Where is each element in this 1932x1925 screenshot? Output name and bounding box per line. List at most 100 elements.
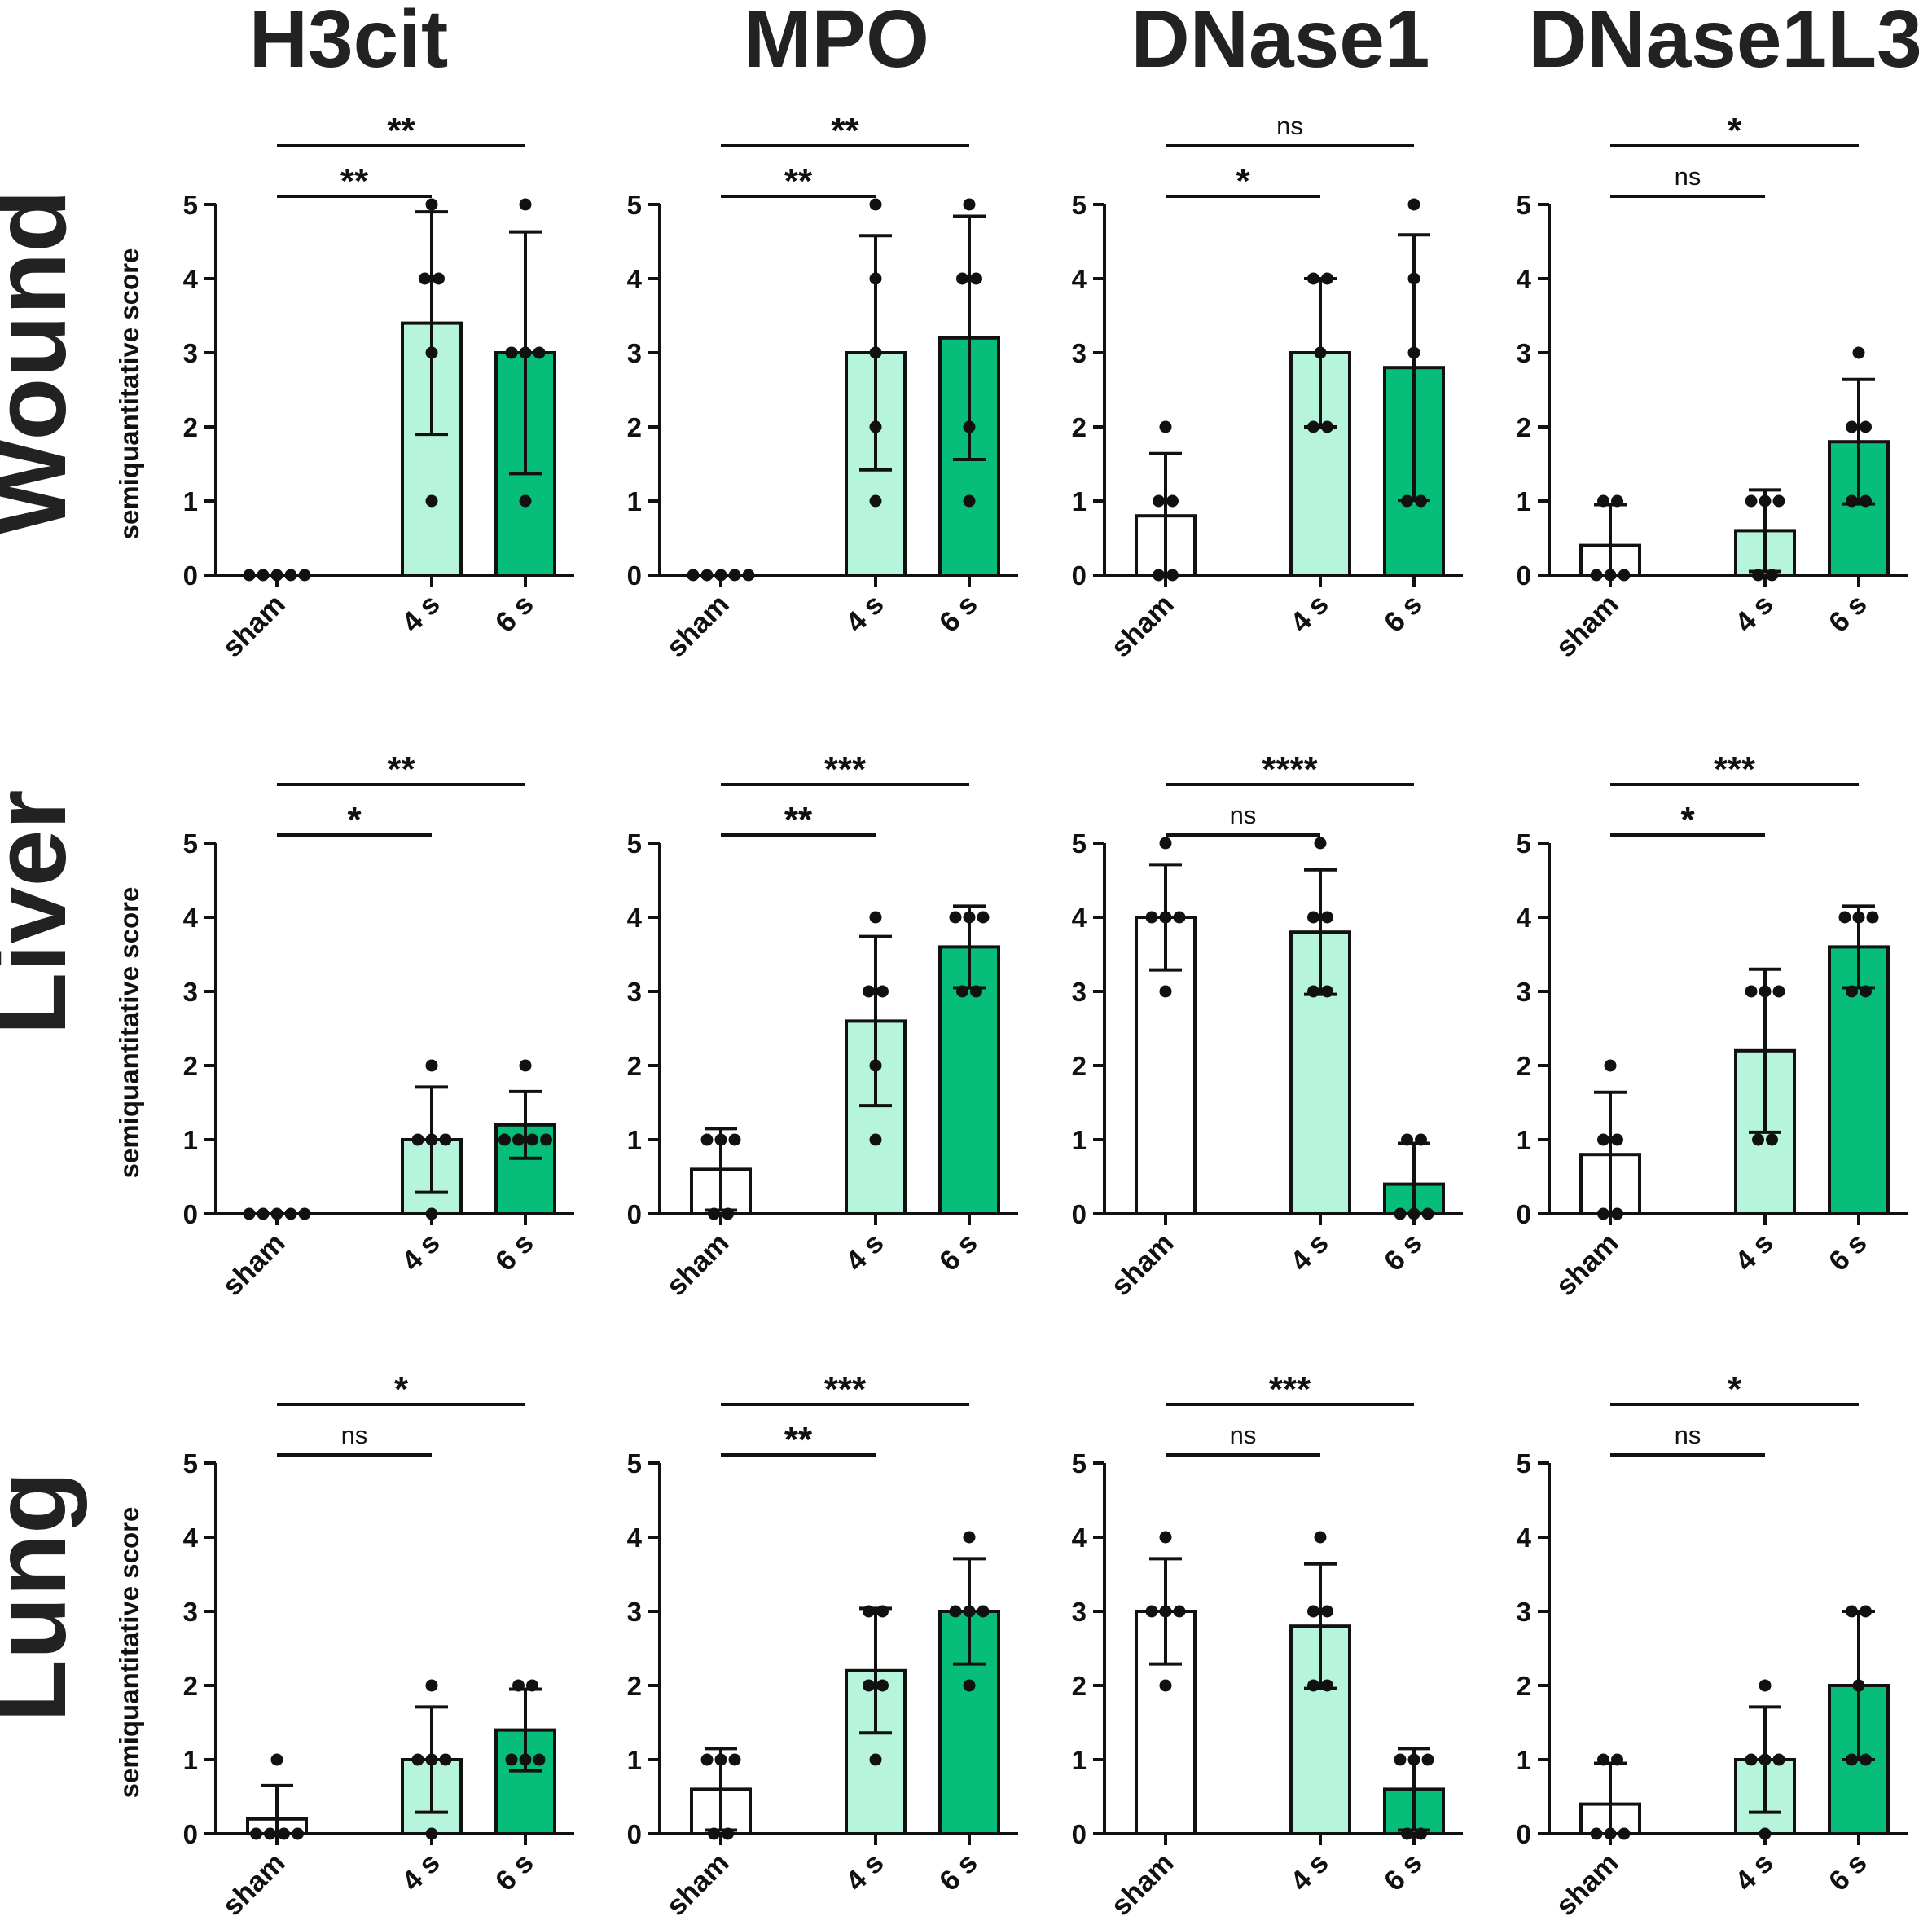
data-point-sham [1159,985,1172,998]
panel-wound-dnase1l3: 0 1 2 3 4 5 sham 4 s 6 s ns * [1517,111,1908,663]
data-point-4-s [1321,1679,1333,1692]
data-point-6-s [519,346,532,359]
data-point-6-s [1401,1133,1413,1146]
data-point-sham [700,569,714,582]
data-point-6-s [1852,346,1865,359]
data-point-4-s [1759,985,1772,998]
y-tick-label: 5 [1517,190,1531,220]
y-tick-label: 0 [1072,1819,1087,1849]
x-tick-label-sham: sham [216,588,291,663]
x-tick-label-4-s: 4 s [1729,1847,1780,1897]
y-tick-label: 3 [1517,1597,1531,1627]
data-point-4-s [1307,420,1319,433]
data-point-sham [257,569,270,582]
data-point-sham [742,569,755,582]
data-point-4-s [425,1679,438,1692]
data-point-6-s [963,1605,976,1618]
data-point-sham [1597,1207,1609,1220]
x-tick-label-6-s: 6 s [933,588,984,639]
data-point-sham [1159,1531,1172,1544]
data-point-4-s [1307,911,1319,924]
data-point-4-s [869,911,882,924]
data-point-sham [714,1133,727,1146]
data-point-sham [243,569,256,582]
y-tick-label: 2 [1517,412,1531,442]
y-tick-label: 5 [627,828,642,859]
data-point-6-s [540,1133,552,1146]
data-point-4-s [411,1753,424,1766]
y-tick-label: 2 [1072,1671,1087,1701]
data-point-sham [1590,1827,1603,1840]
bar-6-s [938,945,1000,1216]
data-point-sham [687,569,700,582]
data-point-sham [278,1827,290,1840]
data-point-6-s [970,985,982,998]
data-point-4-s [869,1133,882,1146]
y-tick-label: 1 [627,486,642,516]
column-title-dnase1l3: DNase1L3 [1528,0,1922,85]
data-point-4-s [876,985,889,998]
y-tick-label: 4 [183,264,199,294]
data-point-6-s [963,420,976,433]
y-tick-label: 4 [627,1523,643,1553]
data-point-sham [1604,1059,1617,1072]
data-point-4-s [869,420,882,433]
data-point-6-s [963,198,976,211]
data-point-4-s [425,198,438,211]
x-tick-label-4-s: 4 s [840,1847,890,1897]
x-tick-label-4-s: 4 s [840,588,890,639]
data-point-6-s [1846,1605,1858,1618]
row-title-liver: Liver [0,789,87,1035]
data-point-4-s [1745,1753,1758,1766]
data-point-4-s [869,272,882,285]
y-tick-label: 5 [627,1448,642,1479]
significance-label: ** [784,161,813,201]
data-point-sham [1159,1679,1172,1692]
data-point-6-s [1407,1753,1420,1766]
data-point-4-s [1766,569,1778,582]
y-tick-label: 0 [1517,1199,1531,1229]
data-point-sham [700,1133,714,1146]
data-point-sham [714,1753,727,1766]
bar-6-s [494,1728,556,1836]
data-point-6-s [512,1679,525,1692]
data-point-6-s [970,272,982,285]
data-point-6-s [949,911,962,924]
data-point-4-s [425,494,438,508]
data-point-4-s [1745,985,1758,998]
data-point-6-s [1860,420,1872,433]
y-tick-label: 4 [1072,903,1087,933]
column-title-mpo: MPO [744,0,929,85]
y-tick-label: 2 [183,1671,198,1701]
column-titles: H3cit MPO DNase1 DNase1L3 [249,0,1922,85]
data-point-4-s [869,198,882,211]
y-tick-label: 4 [627,264,643,294]
data-point-6-s [519,198,532,211]
x-tick-label-6-s: 6 s [1823,1227,1873,1277]
panel-liver-dnase1: 0 1 2 3 4 5 sham 4 s 6 s ns**** [1072,749,1463,1302]
row-title-wound: Wound [0,190,87,536]
x-tick-label-sham: sham [660,588,735,663]
data-point-6-s [1860,494,1872,508]
data-point-6-s [1846,985,1858,998]
significance-label: * [1728,1369,1742,1409]
data-point-6-s [526,1133,538,1146]
x-tick-label-4-s: 4 s [840,1227,890,1277]
data-point-4-s [1314,346,1327,359]
data-point-sham [1159,420,1172,433]
significance-label: ns [1230,801,1257,829]
data-point-sham [270,1753,283,1766]
data-point-sham [728,569,741,582]
data-point-sham [1611,1753,1623,1766]
y-tick-label: 1 [183,1745,198,1775]
data-point-4-s [1321,985,1333,998]
data-point-sham [1166,569,1179,582]
y-tick-label: 0 [627,560,642,591]
x-tick-label-4-s: 4 s [396,588,446,639]
data-point-sham [250,1827,262,1840]
x-tick-label-6-s: 6 s [1823,1847,1873,1897]
data-point-6-s [519,1753,532,1766]
y-tick-label: 4 [1517,264,1532,294]
